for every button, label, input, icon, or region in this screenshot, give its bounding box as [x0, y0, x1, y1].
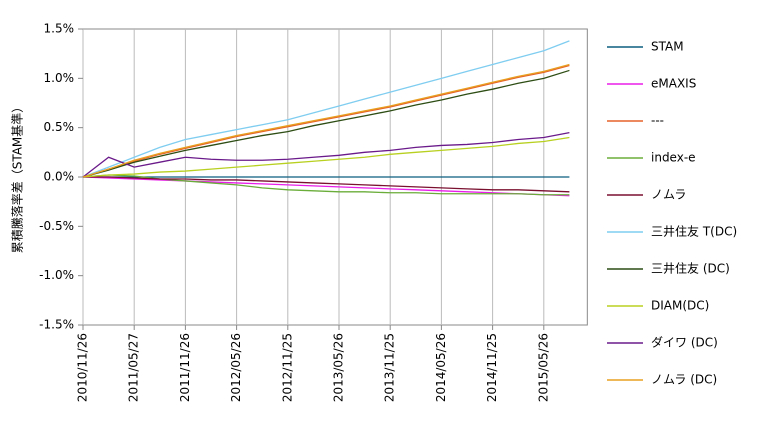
x-tick-label: 2013/05/26	[332, 333, 346, 402]
legend-label: STAM	[651, 40, 684, 54]
legend-label: ノムラ	[651, 188, 686, 202]
legend-label: eMAXIS	[651, 77, 696, 91]
x-tick-label: 2011/05/27	[127, 333, 141, 402]
x-tick-label: 2013/11/25	[383, 333, 397, 402]
series-line	[82, 64, 570, 178]
series-line	[83, 176, 570, 193]
legend-label: ノムラ (DC)	[651, 373, 717, 387]
legend-label: ダイワ (DC)	[651, 335, 718, 350]
x-tick-label: 2012/05/26	[229, 333, 243, 402]
series-line	[82, 136, 570, 178]
x-tick-label: 2015/05/26	[536, 333, 550, 402]
y-tick-label: 1.5%	[44, 22, 75, 36]
x-tick-label: 2012/11/25	[280, 333, 294, 402]
x-tick-label: 2014/05/26	[434, 333, 448, 402]
y-axis-label: 累積騰落率差（STAM基準）	[10, 101, 25, 254]
legend-label: DIAM(DC)	[651, 299, 709, 313]
legend-label: ---	[651, 114, 664, 128]
y-tick-label: -0.5%	[39, 219, 74, 233]
y-tick-label: -1.5%	[39, 318, 74, 332]
legend-label: 三井住友 T(DC)	[651, 225, 737, 239]
legend-label: index-e	[651, 151, 696, 165]
series-line	[82, 63, 570, 178]
series-line	[82, 69, 570, 178]
series-line	[82, 40, 570, 178]
legend-label: 三井住友 (DC)	[651, 262, 730, 276]
y-tick-label: 0.5%	[44, 120, 75, 134]
y-tick-label: -1.0%	[39, 268, 74, 282]
series-line	[82, 176, 570, 197]
x-tick-label: 2011/11/26	[178, 333, 192, 402]
x-tick-label: 2010/11/26	[76, 333, 90, 402]
y-tick-label: 0.0%	[44, 170, 75, 184]
x-tick-label: 2014/11/25	[485, 333, 499, 402]
series-line	[82, 131, 570, 178]
y-tick-label: 1.0%	[44, 71, 75, 85]
